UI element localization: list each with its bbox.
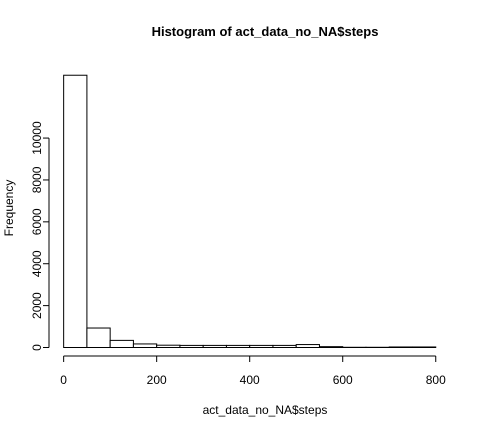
histogram-bar-0	[63, 74, 88, 349]
y-tick-label-5: 10000	[30, 121, 44, 155]
x-axis-label: act_data_no_NA$steps	[203, 403, 328, 417]
x-tick-label-1: 200	[147, 373, 167, 387]
bars-group	[63, 74, 437, 349]
histogram-bar-1	[86, 327, 111, 349]
histogram-bar-10	[295, 344, 320, 349]
y-axis-label: Frequency	[2, 180, 16, 237]
histogram-bar-7	[225, 344, 251, 349]
histogram-bar-5	[179, 344, 204, 349]
y-tick-label-3: 6000	[30, 208, 44, 235]
x-tick-label-2: 400	[240, 373, 260, 387]
y-tick-label-1: 2000	[30, 292, 44, 319]
histogram-bar-6	[202, 344, 227, 349]
y-axis: 0 2000 4000 6000 8000 10000	[30, 121, 50, 351]
histogram-bar-2	[109, 339, 134, 348]
histogram-bar-8	[249, 344, 274, 349]
x-tick-label-3: 600	[333, 373, 353, 387]
histogram-bar-14	[388, 346, 413, 348]
histogram-bar-15	[411, 346, 437, 348]
histogram-bar-4	[156, 344, 181, 349]
y-tick-label-2: 4000	[30, 250, 44, 277]
chart-title: Histogram of act_data_no_NA$steps	[152, 24, 379, 39]
x-axis: 0 200 400 600 800	[60, 355, 446, 387]
histogram-bar-3	[132, 343, 158, 349]
histogram-bar-9	[272, 344, 297, 349]
x-tick-label-4: 800	[426, 373, 446, 387]
y-tick-label-4: 8000	[30, 166, 44, 193]
x-tick-label-0: 0	[60, 373, 67, 387]
y-tick-label-0: 0	[30, 344, 44, 351]
histogram-bar-11	[318, 346, 344, 348]
